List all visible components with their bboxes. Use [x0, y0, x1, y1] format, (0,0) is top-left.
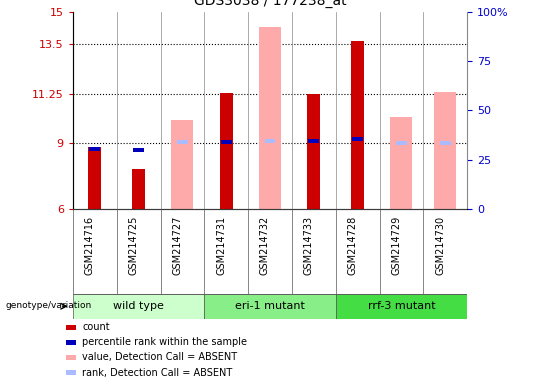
Bar [66, 355, 76, 360]
Bar [88, 147, 102, 209]
Text: GSM214730: GSM214730 [435, 216, 445, 275]
FancyBboxPatch shape [73, 294, 204, 319]
Bar [434, 92, 456, 209]
Bar [89, 147, 100, 151]
Bar [265, 139, 275, 143]
Text: wild type: wild type [113, 301, 164, 311]
Bar [396, 141, 407, 145]
Text: eri-1 mutant: eri-1 mutant [235, 301, 305, 311]
Title: GDS3038 / 177238_at: GDS3038 / 177238_at [194, 0, 346, 8]
Bar [133, 148, 144, 152]
Text: GSM214729: GSM214729 [392, 216, 401, 275]
Bar [132, 169, 145, 209]
Bar [440, 141, 451, 145]
FancyBboxPatch shape [336, 294, 467, 319]
Text: rrf-3 mutant: rrf-3 mutant [368, 301, 435, 311]
Bar [352, 137, 363, 141]
Bar [66, 370, 76, 375]
Text: GSM214725: GSM214725 [129, 216, 139, 275]
Bar [259, 27, 281, 209]
Bar [172, 120, 193, 209]
Text: GSM214727: GSM214727 [172, 216, 183, 275]
Bar [220, 93, 233, 209]
Text: GSM214731: GSM214731 [216, 216, 226, 275]
Bar [351, 41, 364, 209]
Bar [177, 140, 188, 144]
Text: value, Detection Call = ABSENT: value, Detection Call = ABSENT [82, 353, 238, 362]
Bar [307, 94, 320, 209]
Bar [66, 339, 76, 344]
Text: count: count [82, 322, 110, 332]
Text: GSM214732: GSM214732 [260, 216, 270, 275]
Text: GSM214728: GSM214728 [348, 216, 357, 275]
Text: GSM214716: GSM214716 [85, 216, 95, 275]
FancyBboxPatch shape [204, 294, 336, 319]
Bar [221, 140, 232, 144]
Text: GSM214733: GSM214733 [304, 216, 314, 275]
Text: percentile rank within the sample: percentile rank within the sample [82, 337, 247, 347]
Bar [308, 139, 319, 143]
Text: genotype/variation: genotype/variation [6, 301, 92, 310]
Bar [66, 325, 76, 330]
Text: rank, Detection Call = ABSENT: rank, Detection Call = ABSENT [82, 368, 233, 378]
Bar [390, 117, 413, 209]
